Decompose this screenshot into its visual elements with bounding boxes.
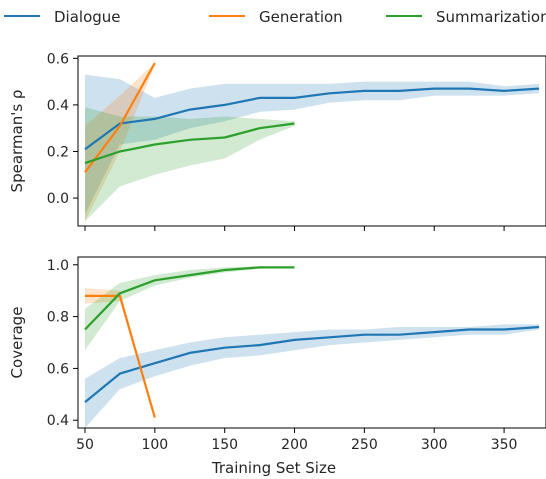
spearman-ytick-label: 0.0 — [47, 191, 69, 207]
spearman-band-dialogue — [85, 74, 539, 215]
coverage-line-generation — [85, 294, 156, 418]
legend: Dialogue Generation Summarization — [4, 8, 546, 26]
legend-label-summarization: Summarization — [436, 8, 546, 26]
coverage-line-dialogue — [84, 325, 540, 403]
coverage-line-summarization — [84, 266, 295, 331]
spearman-band-summarization — [85, 107, 295, 222]
coverage-xtick-label: 250 — [351, 437, 378, 453]
coverage-ytick-label: 0.8 — [47, 310, 69, 326]
coverage-xtick-label: 50 — [76, 437, 94, 453]
spearman-band-generation — [85, 63, 155, 222]
spearman-line-generation — [84, 62, 156, 174]
coverage-panel: 50 100 150 200 250 300 350 0.4 0.6 0.8 1.0 Coverage… — [8, 256, 546, 477]
coverage-xtick-label: 300 — [421, 437, 448, 453]
spearman-panel: 0.0 0.2 0.4 0.6 Spearman's ρ — [8, 51, 546, 231]
legend-label-generation: Generation — [259, 8, 343, 26]
spearman-ytick-label: 0.6 — [47, 51, 69, 67]
spearman-ytick-label: 0.2 — [47, 144, 69, 160]
spearman-axes-frame — [77, 55, 546, 227]
spearman-ylabel: Spearman's ρ — [8, 90, 26, 193]
coverage-axes-frame — [77, 256, 546, 429]
coverage-ytick-label: 0.6 — [47, 361, 69, 377]
coverage-xtick-label: 200 — [281, 437, 308, 453]
coverage-xtick-label: 350 — [491, 437, 518, 453]
coverage-ytick-label: 1.0 — [47, 258, 69, 274]
spearman-line-summarization — [84, 122, 295, 165]
legend-label-dialogue: Dialogue — [54, 8, 121, 26]
coverage-xtick-label: 150 — [211, 437, 238, 453]
coverage-ylabel: Coverage — [8, 307, 26, 379]
coverage-ytick-label: 0.4 — [47, 413, 69, 429]
spearman-ytick-label: 0.4 — [47, 98, 69, 114]
coverage-xtick-label: 100 — [141, 437, 168, 453]
spearman-line-dialogue — [84, 87, 540, 151]
coverage-xlabel: Training Set Size — [211, 459, 336, 477]
coverage-band-generation — [85, 288, 155, 418]
coverage-band-dialogue — [85, 324, 539, 428]
